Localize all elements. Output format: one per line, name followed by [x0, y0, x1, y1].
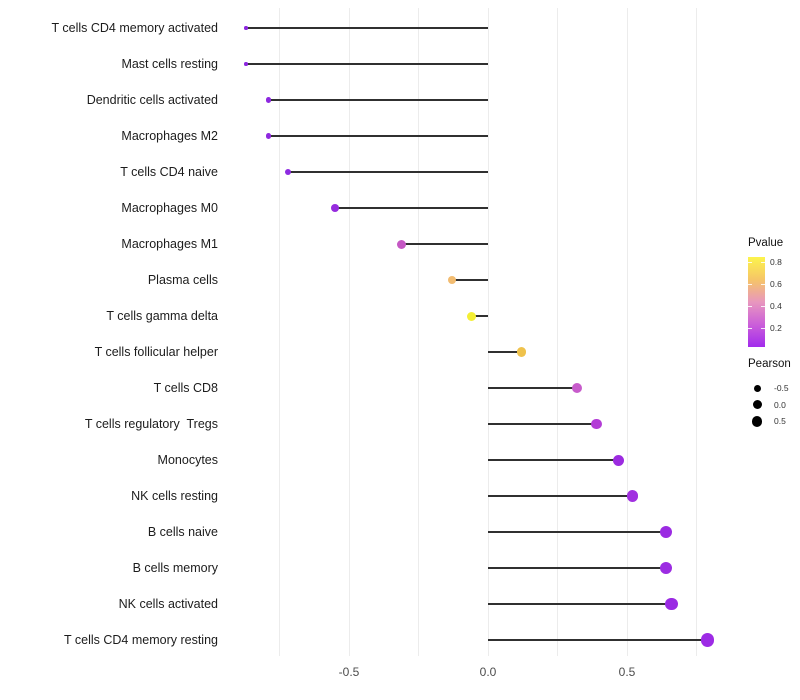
pvalue-tick-mark — [761, 306, 765, 307]
lollipop-stem — [488, 423, 597, 425]
lollipop-point — [244, 62, 248, 66]
pearson-legend: Pearson -0.5 0.0 0.5 — [748, 358, 791, 430]
pvalue-tick-mark — [748, 262, 752, 263]
pvalue-tick-mark — [761, 284, 765, 285]
pvalue-tick-mark — [761, 262, 765, 263]
pearson-legend-items: -0.5 0.0 0.5 — [748, 380, 791, 430]
lollipop-point — [626, 490, 639, 502]
lollipop-point — [613, 454, 625, 466]
lollipop-point — [665, 597, 678, 611]
lollipop-stem — [488, 639, 708, 641]
lollipop-point — [331, 204, 340, 212]
pearson-key-dot — [753, 384, 761, 392]
pearson-key-label: 0.0 — [774, 399, 786, 410]
lollipop-stem — [488, 567, 666, 569]
pearson-key-dot-cell — [748, 416, 766, 427]
x-tick-label: -0.5 — [338, 665, 360, 679]
pvalue-tick-label: 0.6 — [770, 279, 782, 289]
gridline-x-0.25 — [557, 8, 558, 656]
category-label: B cells memory — [132, 561, 218, 575]
pearson-legend-item: 0.0 — [748, 397, 791, 414]
pearson-legend-item: -0.5 — [748, 380, 791, 397]
pvalue-tick-mark — [748, 306, 752, 307]
pvalue-tick-label: 0.4 — [770, 301, 782, 311]
gridline-x--0.25 — [418, 8, 419, 656]
category-label: T cells CD4 memory resting — [64, 633, 218, 647]
lollipop-stem — [471, 315, 488, 317]
category-label: Dendritic cells activated — [86, 93, 218, 107]
gridline-x-0 — [487, 8, 489, 656]
gridline-x-0.5 — [626, 8, 628, 656]
lollipop-stem — [488, 387, 577, 389]
pvalue-tick-mark — [761, 328, 765, 329]
lollipop-stem — [488, 531, 666, 533]
pvalue-tick-mark — [748, 284, 752, 285]
category-label: Macrophages M2 — [121, 129, 218, 143]
lollipop-point — [265, 133, 272, 139]
lollipop-point — [591, 418, 602, 430]
lollipop-stem — [246, 27, 488, 29]
category-label: Monocytes — [157, 453, 218, 467]
lollipop-point — [659, 561, 672, 575]
lollipop-stem — [287, 171, 488, 173]
pearson-legend-title: Pearson — [748, 358, 791, 370]
lollipop-stem — [488, 495, 633, 497]
pearson-key-label: -0.5 — [774, 383, 789, 394]
lollipop-point — [466, 311, 476, 321]
pvalue-colorbar: 0.8 0.6 0.4 0.2 — [748, 257, 782, 347]
category-label: Plasma cells — [147, 273, 218, 287]
category-label: T cells CD4 memory activated — [51, 21, 219, 35]
pearson-key-label: 0.5 — [774, 416, 786, 427]
x-tick-label: 0.0 — [479, 665, 497, 679]
gridline-x-0.75 — [696, 8, 697, 656]
lollipop-stem — [451, 279, 488, 281]
category-label: T cells gamma delta — [106, 309, 218, 323]
pvalue-tick-mark — [748, 328, 752, 329]
lollipop-point — [284, 168, 292, 176]
lollipop-point — [447, 275, 457, 285]
x-tick-label: 0.5 — [618, 665, 636, 679]
lollipop-stem — [268, 99, 488, 101]
pvalue-legend-title: Pvalue — [748, 237, 784, 249]
category-label: Mast cells resting — [121, 57, 218, 71]
category-label: T cells CD8 — [153, 381, 218, 395]
lollipop-point — [397, 239, 407, 249]
lollipop-point — [659, 526, 672, 538]
category-label: T cells CD4 naive — [120, 165, 218, 179]
pearson-key-dot-cell — [748, 384, 766, 392]
category-label: B cells naive — [147, 525, 218, 539]
lollipop-stem — [268, 135, 488, 137]
pvalue-tick-label: 0.2 — [770, 323, 782, 333]
pvalue-tick-label: 0.8 — [770, 257, 782, 267]
lollipop-stem — [488, 351, 522, 353]
lollipop-stem — [401, 243, 488, 245]
category-label: Macrophages M1 — [121, 237, 218, 251]
lollipop-stem — [488, 459, 619, 461]
category-label: Macrophages M0 — [121, 201, 218, 215]
lollipop-point — [244, 26, 248, 30]
lollipop-point — [700, 633, 715, 647]
lollipop-stem — [488, 603, 672, 605]
gridline-x--0.5 — [348, 8, 350, 656]
pvalue-legend: Pvalue 0.8 0.6 0.4 0.2 — [748, 237, 783, 347]
pearson-key-dot-cell — [748, 400, 766, 410]
pearson-key-dot — [752, 400, 762, 410]
lollipop-stem — [246, 63, 488, 65]
lollipop-stem — [335, 207, 488, 209]
lollipop-point — [571, 383, 582, 393]
category-label: T cells regulatory Tregs — [84, 417, 218, 431]
category-label: NK cells activated — [118, 597, 218, 611]
pearson-legend-item: 0.5 — [748, 413, 791, 430]
lollipop-point — [516, 347, 527, 357]
pearson-key-dot — [751, 416, 763, 427]
category-label: T cells follicular helper — [94, 345, 218, 359]
category-label: NK cells resting — [131, 489, 218, 503]
gridline-x--0.75 — [279, 8, 280, 656]
lollipop-point — [265, 97, 272, 103]
